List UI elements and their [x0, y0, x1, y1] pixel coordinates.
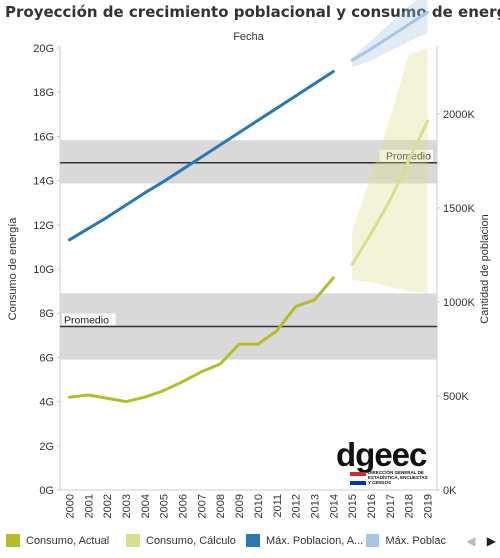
- y-left-tick-label: 12G: [33, 220, 54, 232]
- forecast-band: [352, 0, 428, 68]
- flag-icon: [350, 472, 366, 485]
- x-tick-label: 2003: [121, 494, 133, 518]
- x-tick-label: 2010: [253, 494, 265, 518]
- x-tick-label: 2001: [83, 494, 95, 518]
- y-left-tick-label: 18G: [33, 87, 54, 99]
- x-tick-label: 2008: [215, 494, 227, 518]
- y-left-tick-label: 16G: [33, 131, 54, 143]
- x-tick-label: 2002: [102, 494, 114, 518]
- dgeec-logo: dgeec DIRECCIÓN GENERAL DE ESTADÍSTICA, …: [336, 436, 428, 498]
- reference-label: Promedio: [386, 151, 431, 163]
- y-right-tick-label: 500K: [443, 391, 469, 403]
- legend-label: Consumo, Cálculo: [146, 534, 236, 547]
- logo-subtitle: DIRECCIÓN GENERAL DE ESTADÍSTICA, ENCUES…: [368, 470, 428, 485]
- legend-swatch: [126, 534, 140, 547]
- x-tick-label: 2011: [272, 494, 284, 518]
- reference-band: [60, 140, 437, 184]
- chart-title: Proyección de crecimiento poblacional y …: [5, 3, 500, 21]
- y-right-tick-label: 0K: [443, 485, 457, 497]
- legend-label: Consumo, Actual: [26, 534, 110, 547]
- legend-label: Máx. Poblacion, A...: [266, 534, 364, 547]
- y-left-axis-title: Consumo de energía: [7, 217, 19, 321]
- y-left-tick-label: 8G: [39, 308, 54, 320]
- series-line: [350, 10, 430, 62]
- y-left-tick-label: 10G: [33, 264, 54, 276]
- legend-nav: ◀ ▶: [458, 534, 496, 548]
- x-tick-label: 2000: [64, 494, 76, 518]
- x-tick-label: 2006: [178, 494, 190, 518]
- y-left-tick-label: 6G: [39, 352, 54, 364]
- y-left-tick-label: 20G: [33, 43, 54, 55]
- y-left-tick-label: 0G: [39, 485, 54, 497]
- y-right-tick-label: 1500K: [443, 203, 475, 215]
- series-line: [67, 276, 335, 404]
- x-tick-label: 2018: [404, 494, 416, 518]
- x-tick-label: 2013: [309, 494, 321, 518]
- x-tick-label: 2009: [234, 494, 246, 518]
- x-axis-title: Fecha: [233, 31, 264, 43]
- y-left-tick-label: 2G: [39, 441, 54, 453]
- x-tick-label: 2004: [140, 494, 152, 518]
- legend-swatch: [366, 534, 380, 547]
- legend-next-icon[interactable]: ▶: [486, 534, 496, 548]
- legend-item[interactable]: Consumo, Actual: [6, 534, 109, 547]
- y-left-tick-label: 4G: [39, 397, 54, 409]
- x-tick-label: 2012: [291, 494, 303, 518]
- logo-wordmark: dgeec: [336, 436, 427, 473]
- y-right-tick-label: 2000K: [443, 109, 475, 121]
- legend-item[interactable]: Máx. Poblacion, A...: [246, 534, 363, 547]
- series-line: [350, 119, 430, 267]
- legend: ◀ ▶ Consumo, Actual Consumo, Cálculo Máx. …: [0, 528, 500, 556]
- legend-prev-icon[interactable]: ◀: [466, 534, 476, 548]
- reference-label-bg: [379, 149, 433, 162]
- x-tick-label: 2019: [423, 494, 435, 518]
- x-tick-label: 2017: [385, 494, 397, 518]
- legend-swatch: [6, 534, 20, 547]
- x-tick-label: 2016: [366, 494, 378, 518]
- y-right-axis-title: Cantidad de poblacion: [479, 214, 491, 323]
- chart-plot: Fecha Promedio Promedio 0G 2G 4G 6G 8G 10G 12G 14G…: [7, 0, 491, 518]
- reference-label-bg: [62, 313, 116, 326]
- legend-item[interactable]: Consumo, Cálculo: [126, 534, 236, 547]
- series-line: [67, 70, 335, 242]
- x-tick-label: 2007: [196, 494, 208, 518]
- legend-item[interactable]: Máx. Poblac: [366, 534, 446, 547]
- y-right-tick-label: 1000K: [443, 297, 475, 309]
- x-tick-label: 2014: [328, 494, 340, 518]
- x-tick-label: 2005: [159, 494, 171, 518]
- legend-swatch: [246, 534, 260, 547]
- reference-label: Promedio: [64, 314, 109, 326]
- legend-label: Máx. Poblac: [385, 534, 446, 547]
- x-tick-label: 2015: [347, 494, 359, 518]
- y-left-tick-label: 14G: [33, 176, 54, 188]
